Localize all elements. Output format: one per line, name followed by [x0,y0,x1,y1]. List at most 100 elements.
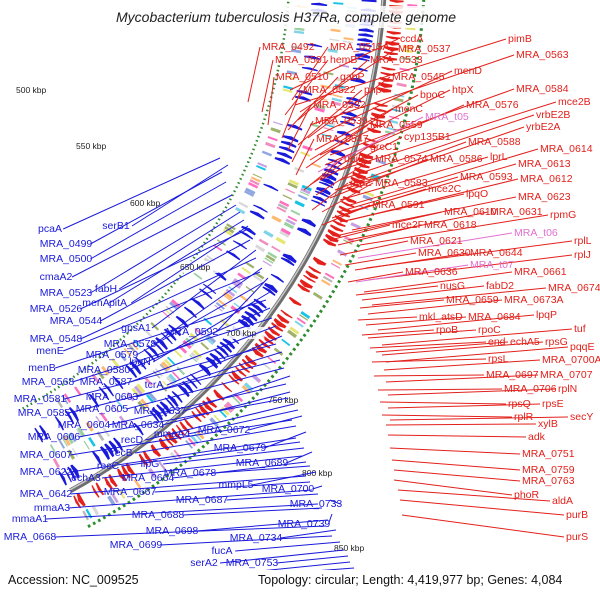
forward-gene-label[interactable]: MRA_0751 [522,448,575,460]
forward-gene-label[interactable]: mce2C [428,183,462,195]
forward-gene-label[interactable]: menC [395,103,423,115]
forward-gene-label[interactable]: rplN [558,383,577,395]
forward-gene-label[interactable]: mce2B [558,96,591,108]
reverse-gene-label[interactable]: MRA_0678 [164,467,217,479]
reverse-gene-label[interactable]: MRA_0568 [22,376,75,388]
reverse-gene-label[interactable]: MRA_0499 [40,238,93,250]
reverse-gene-label[interactable]: MRA_0679 [214,442,267,454]
reverse-gene-label[interactable]: MRA_0523 [40,287,93,299]
forward-gene-label[interactable]: MRA_0614 [540,143,593,155]
forward-gene-label[interactable]: echA5 [510,336,540,348]
reverse-gene-label[interactable]: MRA_0739 [278,518,331,530]
reverse-gene-label[interactable]: mmpL5 [218,479,253,491]
reverse-gene-label[interactable]: MRA_0642 [20,488,73,500]
forward-gene-label[interactable]: MRA_0545 [392,71,445,83]
reverse-gene-label[interactable]: MRA_0585 [18,407,71,419]
forward-gene-label[interactable]: MRA_0547 [316,133,369,145]
reverse-gene-label[interactable]: MRA_0733 [290,498,343,510]
reverse-gene-label[interactable]: fabH [95,283,117,295]
reverse-gene-label[interactable]: MRA_0634 [112,419,165,431]
reverse-gene-label[interactable]: recB [111,447,133,459]
forward-gene-label[interactable]: pnp [364,84,382,96]
forward-gene-label[interactable]: pimB [508,33,532,45]
forward-gene-label[interactable]: MRA_0533 [370,54,423,66]
forward-gene-label[interactable]: MRA_0583 [375,177,428,189]
reverse-gene-label[interactable]: MRA_0579 [86,349,139,361]
forward-gene-label[interactable]: MRA_0537 [398,43,451,55]
reverse-gene-label[interactable]: menA [82,297,109,309]
forward-gene-label[interactable]: MRA_0623 [518,191,571,203]
forward-gene-label[interactable]: mce2F [392,219,424,231]
forward-gene-label[interactable]: rpsE [542,398,564,410]
forward-gene-label[interactable]: rplJ [574,249,591,261]
reverse-gene-label[interactable]: MRA_0607 [20,449,73,461]
forward-gene-label[interactable]: MRA_0563 [516,49,569,61]
forward-gene-label[interactable]: MRA_0532 [313,99,366,111]
forward-gene-label[interactable]: MRA_0612 [520,173,573,185]
forward-gene-label[interactable]: nusG [440,280,465,292]
forward-gene-label[interactable]: MRA_0593 [460,171,513,183]
forward-gene-label[interactable]: vrbE2B [536,109,570,121]
forward-gene-label[interactable]: MRA_0644 [470,247,523,259]
forward-gene-label[interactable]: MRA_0700A [542,354,600,366]
forward-gene-label[interactable]: menD [454,65,482,77]
forward-gene-label[interactable]: rpoB [436,324,458,336]
forward-gene-label[interactable]: purB [566,509,588,521]
forward-gene-label[interactable]: MRA_0510 [276,71,329,83]
forward-gene-label[interactable]: MRA_0576 [466,99,519,111]
forward-gene-label[interactable]: cyp135B1 [404,131,451,143]
forward-gene-label[interactable]: MRA_t06 [514,227,558,239]
forward-gene-label[interactable]: lprL [490,151,508,163]
reverse-gene-label[interactable]: lpqN [129,356,151,368]
reverse-gene-label[interactable]: mmaA1 [12,513,48,525]
forward-gene-label[interactable]: MRA_0591 [372,199,425,211]
forward-gene-label[interactable]: MRA_0697 [486,369,539,381]
reverse-gene-label[interactable]: cmaA2 [40,271,73,283]
forward-gene-label[interactable]: xylB [538,418,558,430]
reverse-gene-label[interactable]: MRA_0548 [30,333,83,345]
forward-gene-label[interactable]: MRA_0559 [370,119,423,131]
forward-gene-label[interactable]: secY [570,411,593,423]
reverse-gene-label[interactable]: recC [97,460,120,472]
reverse-gene-label[interactable]: MRA_0667 [104,486,157,498]
forward-gene-label[interactable]: MRA_0707 [540,369,593,381]
forward-gene-label[interactable]: MRA_0613 [518,158,571,170]
forward-gene-label[interactable]: rpsG [545,336,568,348]
forward-gene-label[interactable]: rpoC [478,324,501,336]
reverse-gene-label[interactable]: MRA_0637 [134,405,187,417]
reverse-gene-label[interactable]: MRA_0689 [236,457,289,469]
reverse-gene-label[interactable]: MRA_0700 [262,483,315,495]
forward-gene-label[interactable]: MRA_0763 [522,475,575,487]
forward-gene-label[interactable]: nrdZ [350,177,372,189]
forward-gene-label[interactable]: MRA_0631 [490,206,543,218]
reverse-gene-label[interactable]: MRA_0581 [14,393,67,405]
reverse-gene-label[interactable]: MRA_0605 [76,403,129,415]
reverse-gene-label[interactable]: MRA_0687 [176,494,229,506]
forward-gene-label[interactable]: MRA_0584 [516,83,569,95]
forward-gene-label[interactable]: purS [566,531,588,543]
forward-gene-label[interactable]: rpsQ [508,398,531,410]
reverse-gene-label[interactable]: MRA_0587 [80,376,133,388]
reverse-gene-label[interactable]: menB [28,362,55,374]
reverse-gene-label[interactable]: recD [121,434,144,446]
forward-gene-label[interactable]: htpX [452,84,474,96]
forward-gene-label[interactable]: end [488,336,506,348]
forward-gene-label[interactable]: rpmG [550,209,576,221]
forward-gene-label[interactable]: MRA_0492 [262,41,315,53]
forward-gene-label[interactable]: MRA_0588 [468,136,521,148]
forward-gene-label[interactable]: rplL [574,235,592,247]
reverse-gene-label[interactable]: MRA_0578 [104,338,157,350]
forward-gene-label[interactable]: MRA_0610 [444,206,497,218]
forward-gene-label[interactable]: tuf [574,323,586,335]
forward-gene-label[interactable]: pqqE [570,341,595,353]
reverse-gene-label[interactable]: tcrA [145,379,164,391]
forward-gene-label[interactable]: aldA [552,495,573,507]
reverse-gene-label[interactable]: MRA_0500 [40,253,93,265]
reverse-gene-label[interactable]: MRA_0672 [198,424,251,436]
reverse-gene-label[interactable]: serB1 [102,220,130,232]
forward-gene-label[interactable]: yrbE2A [526,121,560,133]
forward-gene-label[interactable]: MRA_0673A [504,294,564,306]
forward-gene-label[interactable]: MRA_0684 [468,311,521,323]
forward-gene-label[interactable]: MRA_0706 [504,383,557,395]
forward-gene-label[interactable]: MRA_0515A [330,41,390,53]
